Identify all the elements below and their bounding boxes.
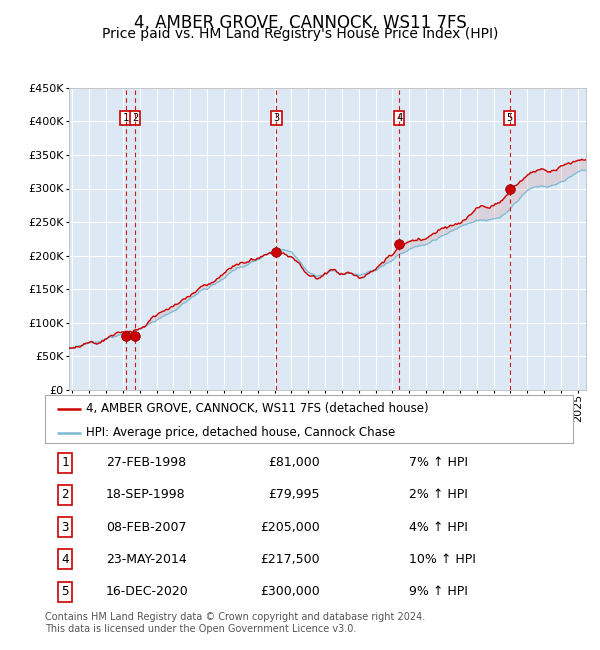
Text: £217,500: £217,500 xyxy=(260,553,320,566)
Text: 4, AMBER GROVE, CANNOCK, WS11 7FS (detached house): 4, AMBER GROVE, CANNOCK, WS11 7FS (detac… xyxy=(86,402,429,415)
Text: 5: 5 xyxy=(506,113,513,123)
Text: 2: 2 xyxy=(61,488,69,501)
Text: 27-FEB-1998: 27-FEB-1998 xyxy=(106,456,186,469)
Text: 3: 3 xyxy=(273,113,280,123)
Text: 08-FEB-2007: 08-FEB-2007 xyxy=(106,521,186,534)
Text: HPI: Average price, detached house, Cannock Chase: HPI: Average price, detached house, Cann… xyxy=(86,426,395,439)
Text: 2: 2 xyxy=(132,113,138,123)
Text: 1: 1 xyxy=(61,456,69,469)
Text: 7% ↑ HPI: 7% ↑ HPI xyxy=(409,456,469,469)
Text: £205,000: £205,000 xyxy=(260,521,320,534)
Text: 3: 3 xyxy=(61,521,69,534)
Text: 1: 1 xyxy=(122,113,129,123)
Text: £79,995: £79,995 xyxy=(268,488,320,501)
Text: 2% ↑ HPI: 2% ↑ HPI xyxy=(409,488,468,501)
Text: 4% ↑ HPI: 4% ↑ HPI xyxy=(409,521,468,534)
Text: 9% ↑ HPI: 9% ↑ HPI xyxy=(409,585,468,598)
Text: 16-DEC-2020: 16-DEC-2020 xyxy=(106,585,188,598)
Text: 10% ↑ HPI: 10% ↑ HPI xyxy=(409,553,476,566)
Text: 5: 5 xyxy=(61,585,69,598)
Text: £300,000: £300,000 xyxy=(260,585,320,598)
Text: 4, AMBER GROVE, CANNOCK, WS11 7FS: 4, AMBER GROVE, CANNOCK, WS11 7FS xyxy=(134,14,466,32)
Text: 23-MAY-2014: 23-MAY-2014 xyxy=(106,553,187,566)
Text: Contains HM Land Registry data © Crown copyright and database right 2024.
This d: Contains HM Land Registry data © Crown c… xyxy=(45,612,425,634)
Text: 4: 4 xyxy=(396,113,402,123)
Text: 4: 4 xyxy=(61,553,69,566)
Text: Price paid vs. HM Land Registry's House Price Index (HPI): Price paid vs. HM Land Registry's House … xyxy=(102,27,498,42)
Text: 18-SEP-1998: 18-SEP-1998 xyxy=(106,488,185,501)
Text: £81,000: £81,000 xyxy=(268,456,320,469)
